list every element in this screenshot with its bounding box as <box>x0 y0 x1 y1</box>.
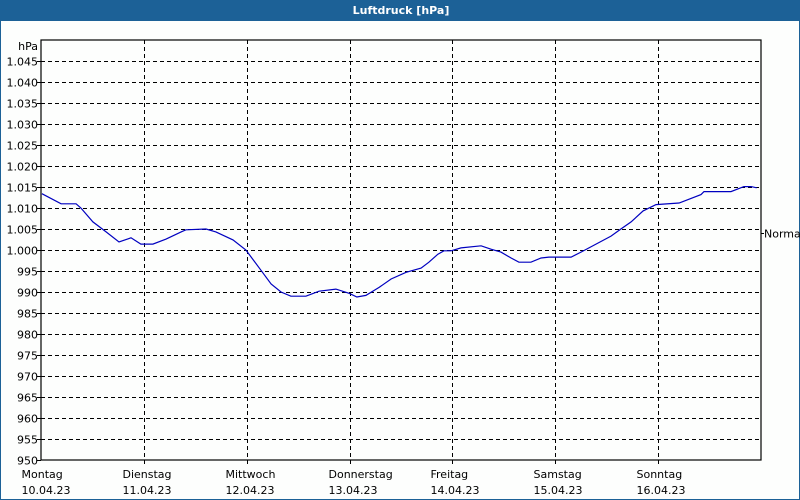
x-tick-date: 12.04.23 <box>226 484 275 497</box>
y-tick-label: 1.025 <box>7 140 39 153</box>
y-tick-label: 995 <box>17 266 38 279</box>
y-tick-label: 960 <box>17 413 38 426</box>
x-tick-date: 10.04.23 <box>22 484 71 497</box>
x-tick-day: Donnerstag <box>329 468 393 481</box>
y-tick-label: 1.000 <box>7 245 39 258</box>
y-tick-label: 1.040 <box>7 77 39 90</box>
y-tick-label: 1.015 <box>7 182 39 195</box>
pressure-line <box>41 186 757 298</box>
y-tick-label: 1.045 <box>7 56 39 69</box>
y-tick-label: 1.010 <box>7 203 39 216</box>
x-tick-date: 11.04.23 <box>123 484 172 497</box>
y-tick-label: 980 <box>17 329 38 342</box>
normal-label: Normal <box>764 228 800 241</box>
y-tick-label: 1.020 <box>7 161 39 174</box>
grid-lines <box>41 40 761 464</box>
x-tick-date: 13.04.23 <box>329 484 378 497</box>
x-tick-day: Mittwoch <box>226 468 276 481</box>
x-axis: Montag 10.04.23 Dienstag 11.04.23 Mittwoch 12… <box>22 468 686 497</box>
y-tick-label: 965 <box>17 392 38 405</box>
x-tick-day: Montag <box>22 468 63 481</box>
y-tick-label: 985 <box>17 308 38 321</box>
x-tick-date: 14.04.23 <box>431 484 480 497</box>
y-tick-label: 950 <box>17 455 38 468</box>
y-tick-label: 970 <box>17 371 38 384</box>
x-tick-day: Freitag <box>431 468 469 481</box>
x-tick-date: 15.04.23 <box>534 484 583 497</box>
y-tick-label: 1.005 <box>7 224 39 237</box>
y-tick-label: 975 <box>17 350 38 363</box>
y-tick-label: 1.030 <box>7 119 39 132</box>
y-axis-unit-label: hPa <box>18 40 38 53</box>
y-tick-label: 955 <box>17 434 38 447</box>
plot-frame <box>40 39 762 461</box>
y-axis: hPa 1.045 1.040 1.035 1.030 1.025 1.020 1.015 1… <box>7 40 41 468</box>
normal-reference: Normal <box>761 228 800 241</box>
chart-title: Luftdruck [hPa] <box>1 0 800 21</box>
x-tick-date: 16.04.23 <box>637 484 686 497</box>
x-tick-day: Dienstag <box>123 468 172 481</box>
y-tick-label: 990 <box>17 287 38 300</box>
x-tick-day: Sonntag <box>637 468 683 481</box>
y-tick-label: 1.035 <box>7 98 39 111</box>
x-tick-day: Samstag <box>534 468 582 481</box>
